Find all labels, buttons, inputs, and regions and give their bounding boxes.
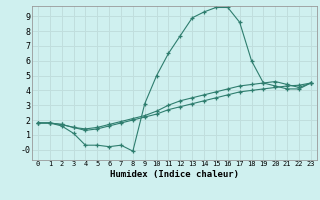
- X-axis label: Humidex (Indice chaleur): Humidex (Indice chaleur): [110, 170, 239, 179]
